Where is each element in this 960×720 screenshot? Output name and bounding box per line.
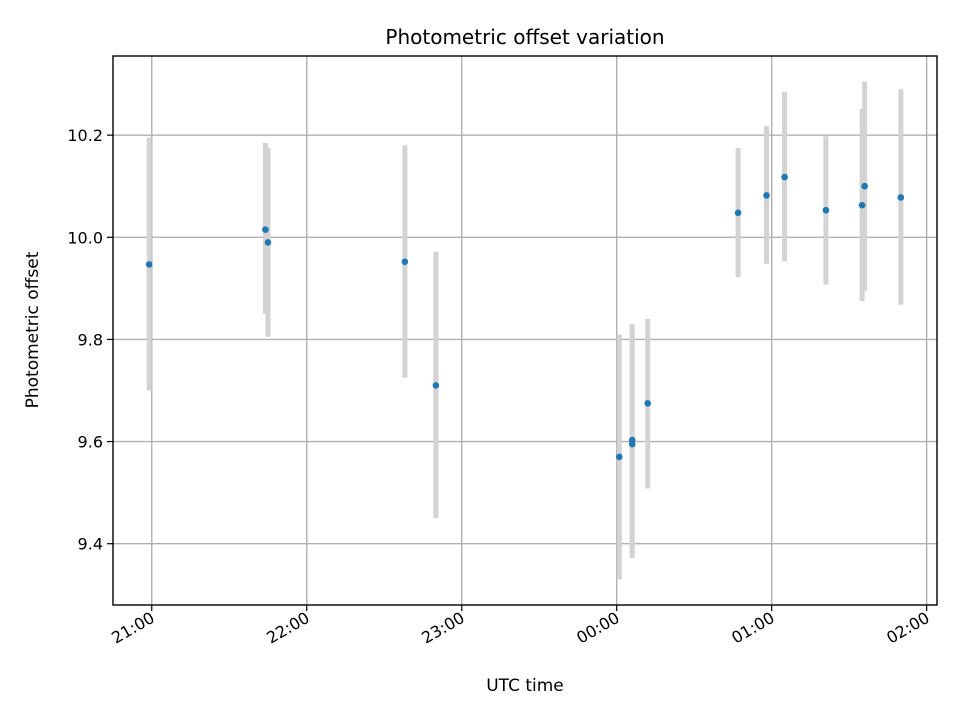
data-point	[628, 436, 636, 444]
data-point	[861, 182, 868, 190]
data-point	[781, 173, 788, 181]
grid	[113, 56, 937, 605]
data-point	[763, 192, 770, 199]
chart-title: Photometric offset variation	[385, 25, 664, 49]
data-point	[734, 209, 742, 217]
x-axis-label: UTC time	[486, 676, 564, 696]
data-points	[145, 173, 905, 461]
plot-frame	[112, 55, 938, 606]
y-tick-label: 10.2	[67, 126, 103, 145]
data-point	[822, 206, 830, 214]
data-point	[262, 226, 269, 233]
data-point	[432, 382, 440, 389]
y-tick-label: 10.0	[67, 228, 103, 247]
y-tick-label: 9.4	[78, 535, 103, 554]
data-point	[897, 194, 905, 201]
data-point	[401, 258, 409, 266]
y-tick-label: 9.6	[78, 433, 103, 452]
data-point	[858, 201, 866, 209]
data-point	[145, 261, 153, 268]
data-point	[615, 453, 623, 461]
y-axis-label: Photometric offset	[23, 251, 43, 408]
y-tick-label: 9.8	[78, 330, 103, 349]
data-point	[644, 399, 651, 407]
data-point	[264, 239, 272, 246]
